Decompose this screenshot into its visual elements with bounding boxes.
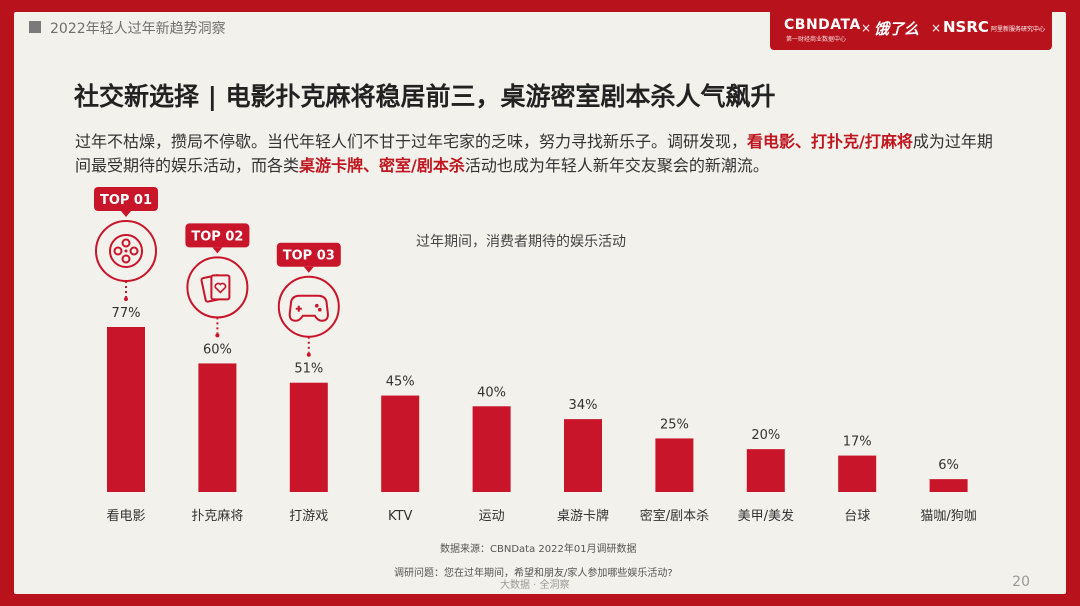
connector-dot (215, 333, 220, 338)
reel-hole (121, 238, 131, 248)
reel-hole (129, 246, 139, 256)
chart-title: 过年期间，消费者期待的娱乐活动 (416, 234, 626, 250)
bar (472, 406, 511, 492)
description: 过年不枯燥，攒局不停歇。当代年轻人们不甘于过年宅家的乏味，努力寻找新乐子。调研发… (75, 130, 1005, 178)
top-badge-label: TOP 01 (100, 193, 152, 208)
data-source: 数据来源：CBNData 2022年01月调研数据 (440, 544, 637, 555)
bar-value-label: 20% (751, 428, 780, 443)
bar-value-label: 6% (938, 458, 959, 473)
top-badge-box (94, 187, 158, 211)
brand-separator: × (931, 21, 942, 35)
connector-dot (306, 352, 311, 357)
description-text: 过年不枯燥，攒局不停歇。当代年轻人们不甘于过年宅家的乏味，努力寻找新乐子。调研发… (75, 132, 748, 151)
category-label: 打游戏 (289, 509, 328, 524)
top-badge: TOP 01 (94, 187, 158, 301)
bar (929, 479, 968, 492)
top-badge: TOP 03 (276, 242, 341, 357)
gamepad-dpad (295, 305, 302, 312)
reel-hole (113, 246, 123, 256)
description-text: 活动也成为年轻人新年交友聚会的新潮流。 (464, 156, 769, 175)
category-label: 密室/剧本杀 (640, 508, 709, 524)
cbndata-logo: CBNDATA (784, 17, 861, 33)
brand-separator: × (861, 21, 872, 35)
heart (214, 282, 227, 294)
bar-value-label: 34% (569, 398, 598, 413)
top-badge-label: TOP 03 (283, 249, 335, 264)
bar-value-label: 77% (112, 306, 141, 321)
description-highlight: 看电影、打扑克/打麻将 (747, 132, 913, 151)
bar-value-label: 25% (660, 417, 689, 432)
category-label: 桌游卡牌 (557, 508, 609, 524)
reel-hole (121, 254, 131, 264)
bar-value-label: 51% (294, 362, 323, 377)
brand-bar: CBNDATA 第一财经商业数据中心 × 饿了么 × NSRC 阿里新服务研究中… (770, 12, 1052, 50)
top-badge-label: TOP 02 (191, 229, 243, 244)
bar (289, 382, 328, 492)
bar (198, 363, 237, 492)
page-title: 社交新选择 | 电影扑克麻将稳居前三，桌游密室剧本杀人气飙升 (74, 82, 776, 111)
bar-value-label: 17% (843, 435, 872, 450)
gamepad-button (318, 307, 322, 312)
category-label: 扑克麻将 (191, 509, 243, 524)
bar-chart: 77% 看电影 60% 扑克麻将 51% 打游戏 45% KTV 40% 运动 34% 桌游卡牌 25%… (94, 187, 977, 524)
category-label: 看电影 (106, 508, 145, 524)
category-label: 台球 (844, 509, 870, 524)
category-label: 美甲/美发 (738, 508, 794, 524)
reel-outline (109, 234, 143, 268)
bar-value-label: 45% (386, 375, 415, 390)
slide: 2022年轻人过年新趋势洞察 CBNDATA 第一财经商业数据中心 × 饿了么 … (14, 12, 1066, 594)
gamepad-icon (288, 294, 329, 322)
playing-cards-icon (200, 274, 231, 303)
description-text: 成为过年期间最受期待的娱乐活动，而各类 (75, 132, 993, 175)
top-badge: TOP 02 (185, 223, 250, 338)
nsrc-subtitle: 阿里新服务研究中心 (991, 26, 1046, 33)
icon-circle (277, 275, 340, 338)
top-badge-pointer (121, 211, 131, 217)
gamepad-button (315, 303, 319, 308)
survey-question: 调研问题：您在过年期间，希望和朋友/家人参加哪些娱乐活动? (394, 568, 673, 579)
bar (655, 438, 694, 492)
bar (838, 455, 877, 492)
category-label: 运动 (479, 509, 505, 524)
category-label: 猫咖/狗咖 (920, 509, 976, 524)
header-square-icon (29, 21, 41, 33)
bar-value-label: 40% (477, 385, 506, 400)
nsrc-logo: NSRC (943, 18, 989, 36)
top-badge-pointer (212, 247, 223, 254)
eleme-logo: 饿了么 (874, 20, 920, 38)
film-reel-icon (109, 234, 143, 268)
bar (107, 327, 145, 492)
footer-note: 大数据 · 全洞察 (500, 580, 570, 591)
top-badge-box (185, 223, 250, 248)
category-label: KTV (388, 509, 412, 524)
top-badge-pointer (303, 266, 314, 273)
bar (746, 449, 785, 492)
top-badge-box (276, 242, 341, 267)
reel-center (124, 249, 128, 253)
bar (564, 419, 602, 492)
bar (381, 395, 420, 492)
bar-value-label: 60% (203, 342, 232, 357)
gamepad-body (288, 294, 329, 322)
card-front (210, 274, 231, 301)
section-title: 2022年轻人过年新趋势洞察 (50, 21, 226, 37)
page-number: 20 (1012, 574, 1030, 590)
connector-dot (124, 297, 128, 301)
cbndata-subtitle: 第一财经商业数据中心 (786, 36, 847, 43)
description-highlight: 桌游卡牌、密室/剧本杀 (299, 156, 465, 175)
